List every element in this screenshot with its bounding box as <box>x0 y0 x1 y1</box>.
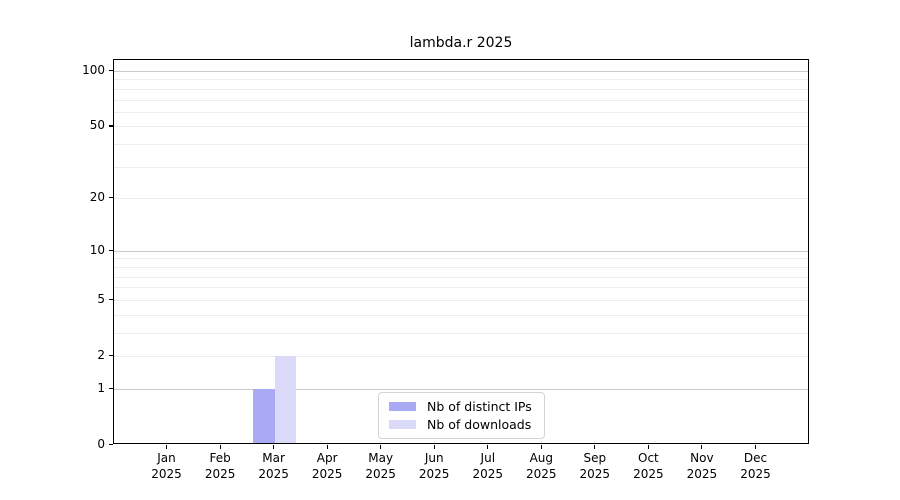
y-tick-mark <box>109 249 113 251</box>
minor-gridline <box>114 314 808 316</box>
x-tick-label: Apr 2025 <box>311 451 343 481</box>
x-tick-label: Jul 2025 <box>472 451 504 481</box>
minor-gridline <box>114 258 808 260</box>
major-gridline <box>114 250 808 252</box>
y-tick-label: 100 <box>82 63 105 77</box>
x-tick-label: Sep 2025 <box>579 451 611 481</box>
y-tick-label: 5 <box>97 291 105 306</box>
y-tick-label: 2 <box>97 348 105 362</box>
legend: Nb of distinct IPs Nb of downloads <box>378 392 545 439</box>
minor-gridline <box>114 276 808 278</box>
x-tick-mark <box>647 445 649 449</box>
y-tick-mark <box>109 125 113 127</box>
x-tick-label: Nov 2025 <box>686 451 718 481</box>
minor-gridline <box>114 99 808 101</box>
y-tick-mark <box>109 197 113 199</box>
minor-gridline <box>114 88 808 90</box>
bar-nb-of-downloads-mar <box>274 356 296 443</box>
minor-gridline <box>114 356 808 357</box>
minor-gridline <box>114 144 808 146</box>
minor-gridline <box>114 266 808 268</box>
plot-area: Nb of distinct IPs Nb of downloads <box>113 59 809 444</box>
minor-gridline <box>114 166 808 168</box>
minor-gridline <box>114 111 808 113</box>
y-tick-mark <box>109 444 113 446</box>
major-gridline <box>114 71 808 72</box>
legend-row-downloads: Nb of downloads <box>389 416 544 434</box>
x-tick-mark <box>594 445 596 449</box>
x-tick-label: Oct 2025 <box>633 451 664 481</box>
y-tick-mark <box>109 387 113 389</box>
x-tick-mark <box>540 445 542 449</box>
minor-gridline <box>114 332 808 334</box>
y-tick-mark <box>109 355 113 357</box>
x-tick-label: May 2025 <box>365 451 396 481</box>
minor-gridline <box>114 198 808 200</box>
x-tick-label: Jan 2025 <box>151 451 182 481</box>
legend-row-distinct-ips: Nb of distinct IPs <box>389 398 544 416</box>
y-tick-mark <box>109 298 113 300</box>
x-tick-label: Aug 2025 <box>526 451 557 481</box>
y-tick-label: 10 <box>89 242 105 257</box>
x-tick-mark <box>165 445 168 449</box>
legend-label-downloads: Nb of downloads <box>427 416 532 432</box>
bar-nb-of-distinct-ips-mar <box>253 388 275 443</box>
y-tick-label: 20 <box>89 190 105 205</box>
x-tick-mark <box>433 445 435 449</box>
x-tick-mark <box>701 445 703 449</box>
y-tick-label: 0 <box>97 437 105 451</box>
minor-gridline <box>114 79 808 81</box>
x-tick-label: Jun 2025 <box>418 451 450 481</box>
legend-swatch-distinct-ips <box>389 402 416 412</box>
minor-gridline <box>114 126 808 128</box>
y-tick-label: 1 <box>97 380 105 395</box>
legend-label-distinct-ips: Nb of distinct IPs <box>427 399 532 415</box>
chart-title: lambda.r 2025 <box>409 35 513 51</box>
x-tick-label: Feb 2025 <box>204 451 236 481</box>
x-tick-mark <box>326 445 328 449</box>
x-tick-mark <box>219 445 221 449</box>
major-gridline <box>114 388 808 390</box>
y-tick-mark <box>109 70 113 72</box>
minor-gridline <box>114 287 808 289</box>
x-tick-mark <box>487 445 489 449</box>
x-tick-mark <box>273 445 275 449</box>
x-tick-mark <box>754 445 757 449</box>
x-tick-label: Mar 2025 <box>258 451 289 481</box>
x-tick-mark <box>380 445 382 449</box>
minor-gridline <box>114 299 808 301</box>
x-tick-label: Dec 2025 <box>740 451 771 481</box>
legend-swatch-downloads <box>389 419 416 429</box>
y-tick-label: 50 <box>89 118 105 133</box>
